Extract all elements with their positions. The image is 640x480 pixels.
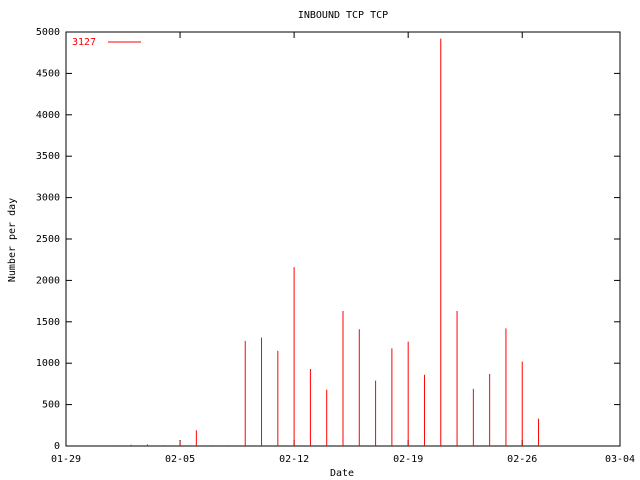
x-tick-label: 02-05 (165, 454, 195, 465)
y-tick-label: 3000 (36, 193, 60, 204)
y-tick-label: 3500 (36, 151, 60, 162)
chart-title: INBOUND TCP TCP (298, 10, 388, 21)
y-tick-label: 2500 (36, 234, 60, 245)
y-tick-label: 1500 (36, 317, 60, 328)
y-tick-label: 5000 (36, 27, 60, 38)
y-tick-label: 2000 (36, 275, 60, 286)
y-tick-label: 4000 (36, 110, 60, 121)
y-tick-label: 1000 (36, 358, 60, 369)
y-axis-label: Number per day (7, 198, 18, 282)
y-tick-label: 4500 (36, 68, 60, 79)
x-tick-label: 01-29 (51, 454, 81, 465)
x-tick-label: 02-19 (393, 454, 423, 465)
x-tick-label: 03-04 (605, 454, 635, 465)
x-tick-label: 02-26 (507, 454, 537, 465)
legend-label: 3127 (72, 37, 96, 48)
y-tick-label: 500 (42, 400, 60, 411)
x-tick-label: 02-12 (279, 454, 309, 465)
y-tick-label: 0 (54, 441, 60, 452)
x-axis-label: Date (330, 468, 354, 479)
